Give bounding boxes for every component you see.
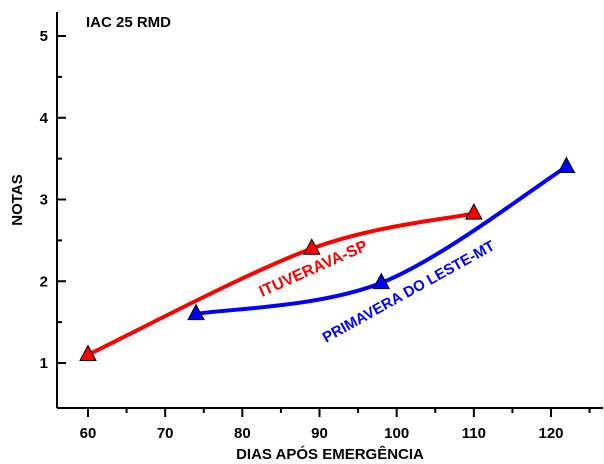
y-tick-label: 1 — [40, 355, 48, 372]
x-tick-label: 100 — [384, 425, 409, 442]
x-tick-label: 90 — [311, 425, 328, 442]
chart-title: IAC 25 RMD — [86, 14, 171, 31]
data-point-marker — [187, 303, 205, 321]
y-tick-label: 2 — [40, 273, 48, 290]
y-tick-label: 5 — [40, 28, 48, 45]
x-tick-label: 70 — [157, 425, 174, 442]
series-line-1 — [194, 164, 569, 316]
data-point-marker — [372, 272, 391, 290]
y-axis-label: NOTAS — [9, 174, 26, 225]
y-tick-label: 3 — [40, 192, 48, 209]
data-point-marker — [79, 344, 97, 362]
data-point-marker — [465, 203, 483, 220]
x-tick-label: 110 — [462, 425, 486, 442]
series-layer — [79, 156, 576, 362]
x-tick-label: 120 — [538, 425, 563, 442]
x-axis-label: DIAS APÓS EMERGÊNCIA — [236, 445, 424, 463]
axes: 60 70 80 90 100 110 120 1 2 3 4 5 — [40, 12, 603, 442]
y-tick-label: 4 — [40, 110, 49, 127]
data-point-marker — [302, 238, 321, 255]
data-point-marker — [557, 156, 576, 173]
x-tick-label: 80 — [234, 425, 251, 442]
x-tick-label: 60 — [80, 425, 97, 442]
